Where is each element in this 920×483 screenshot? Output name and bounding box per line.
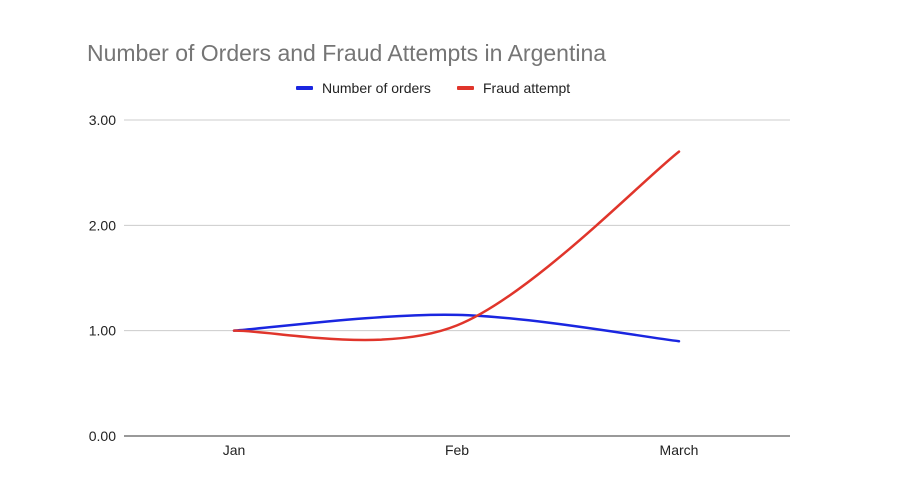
- chart-title: Number of Orders and Fraud Attempts in A…: [87, 40, 606, 66]
- y-tick-label: 0.00: [89, 428, 116, 444]
- gridlines: [124, 119, 790, 332]
- x-tick-label: Feb: [445, 442, 469, 458]
- series-line-number-of-orders: [232, 313, 681, 343]
- x-tick-label: March: [660, 442, 699, 458]
- x-tick-label: Jan: [223, 442, 246, 458]
- y-tick-label: 1.00: [89, 323, 116, 339]
- legend-label: Number of orders: [322, 80, 431, 96]
- legend-swatch: [296, 86, 313, 90]
- series-lines: [232, 150, 681, 343]
- y-tick-label: 2.00: [89, 217, 116, 233]
- y-tick-label: 3.00: [89, 112, 116, 128]
- x-axis-ticks: Jan Feb March: [223, 442, 699, 458]
- legend: Number of orders Fraud attempt: [296, 80, 570, 96]
- legend-swatch: [457, 86, 474, 90]
- series-line-fraud-attempt: [232, 150, 681, 342]
- y-axis-ticks: 0.00 1.00 2.00 3.00: [89, 112, 116, 444]
- legend-item-fraud-attempt: Fraud attempt: [457, 80, 570, 96]
- legend-label: Fraud attempt: [483, 80, 570, 96]
- legend-item-number-of-orders: Number of orders: [296, 80, 431, 96]
